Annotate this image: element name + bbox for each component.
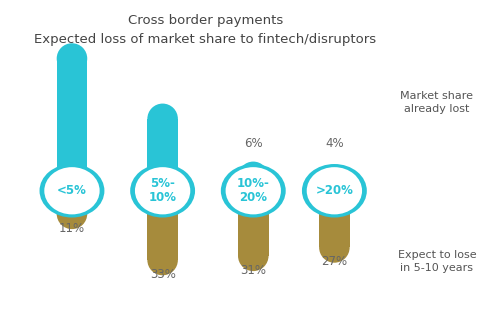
Ellipse shape bbox=[221, 164, 286, 217]
Text: 31%: 31% bbox=[115, 145, 143, 158]
Text: 10%-
20%: 10%- 20% bbox=[237, 177, 270, 204]
Text: 33%: 33% bbox=[150, 268, 175, 281]
Bar bbox=[147, 119, 178, 179]
Ellipse shape bbox=[238, 240, 268, 271]
Text: 27%: 27% bbox=[322, 255, 347, 268]
Ellipse shape bbox=[147, 164, 178, 194]
Ellipse shape bbox=[319, 232, 350, 263]
Ellipse shape bbox=[130, 164, 195, 217]
Text: 11%: 11% bbox=[59, 222, 85, 235]
Text: 5%-
10%: 5%- 10% bbox=[149, 177, 176, 204]
Ellipse shape bbox=[57, 198, 87, 229]
Ellipse shape bbox=[238, 187, 268, 218]
Bar bbox=[238, 203, 268, 256]
Bar bbox=[319, 203, 350, 247]
Ellipse shape bbox=[226, 167, 281, 215]
Text: >20%: >20% bbox=[316, 184, 353, 197]
Text: Market share
already lost: Market share already lost bbox=[401, 92, 474, 114]
Ellipse shape bbox=[307, 167, 362, 215]
Bar bbox=[57, 203, 87, 214]
Ellipse shape bbox=[135, 167, 190, 215]
Ellipse shape bbox=[147, 104, 178, 134]
Text: Cross border payments: Cross border payments bbox=[128, 14, 283, 28]
Ellipse shape bbox=[57, 187, 87, 218]
Ellipse shape bbox=[302, 164, 367, 217]
Ellipse shape bbox=[57, 164, 87, 194]
Ellipse shape bbox=[319, 187, 350, 218]
Text: 4%: 4% bbox=[325, 137, 344, 150]
Bar bbox=[57, 58, 87, 179]
Ellipse shape bbox=[40, 164, 104, 217]
Ellipse shape bbox=[44, 167, 99, 215]
Text: 6%: 6% bbox=[244, 137, 262, 150]
Ellipse shape bbox=[147, 187, 178, 218]
Text: Expect to lose
in 5-10 years: Expect to lose in 5-10 years bbox=[398, 250, 476, 273]
Ellipse shape bbox=[57, 43, 87, 74]
Bar bbox=[147, 203, 178, 260]
Ellipse shape bbox=[238, 164, 268, 194]
Text: 57%: 57% bbox=[24, 112, 52, 125]
Ellipse shape bbox=[238, 162, 268, 192]
Ellipse shape bbox=[147, 245, 178, 275]
Text: Expected loss of market share to fintech/disruptors: Expected loss of market share to fintech… bbox=[34, 33, 377, 46]
Bar bbox=[238, 177, 268, 179]
Text: 31%: 31% bbox=[240, 264, 266, 277]
Text: <5%: <5% bbox=[57, 184, 87, 197]
